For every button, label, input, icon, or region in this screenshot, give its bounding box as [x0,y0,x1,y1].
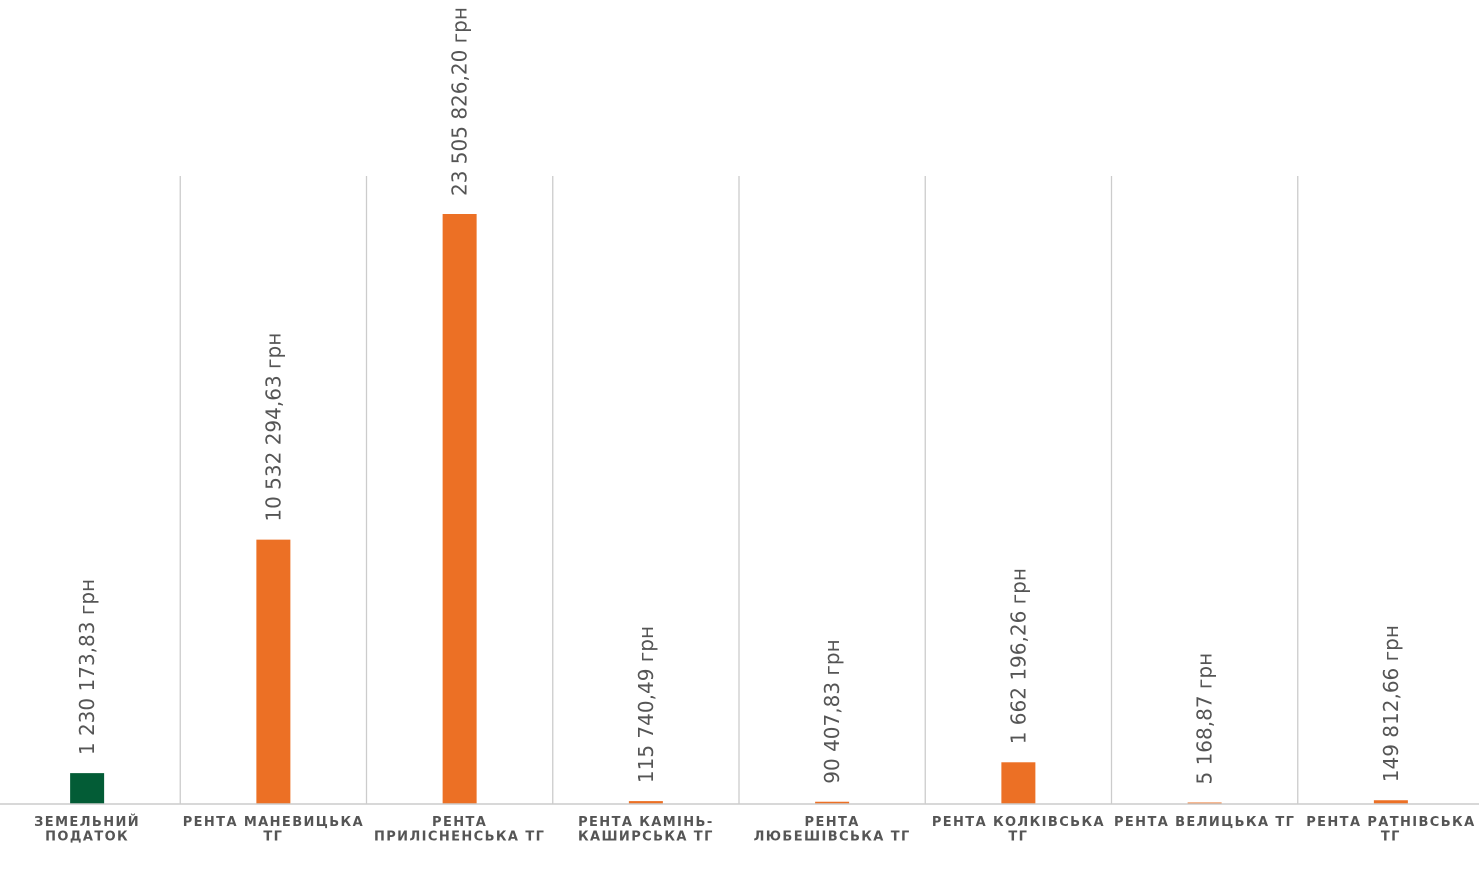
bar-layer [70,214,1408,804]
category-tick-label: РЕНТА [805,815,860,830]
bar [256,539,291,804]
category-tick-label: ПОДАТОК [45,830,129,845]
data-label: 115 740,49 грн [634,626,658,783]
data-label: 90 407,83 грн [820,639,844,783]
category-tick-label: РЕНТА МАНЕВИЦЬКА [183,815,364,830]
category-tick-label: ПРИЛІСНЕНСЬКА ТГ [374,830,545,845]
category-tick-label: КАШИРСЬКА ТГ [578,830,714,845]
data-label: 149 812,66 грн [1379,625,1403,782]
category-tick-label: ТГ [263,830,283,845]
data-label: 23 505 826,20 грн [448,7,472,196]
category-tick-label: РЕНТА КАМІНЬ- [578,815,714,830]
bar [70,773,105,804]
bar [1001,762,1036,804]
grid-layer [179,176,1299,804]
bar [442,214,477,804]
category-tick-label: ТГ [1381,830,1401,845]
category-tick-label: РЕНТА КОЛКІВСЬКА [932,815,1105,830]
bar [815,801,850,804]
data-label: 5 168,87 грн [1193,653,1217,785]
category-tick-label: РЕНТА [432,815,487,830]
category-tick-label: ТГ [1008,830,1028,845]
category-tick-label: РЕНТА РАТНІВСЬКА [1306,815,1475,830]
data-label: 1 662 196,26 грн [1006,568,1030,744]
category-tick-label: РЕНТА ВЕЛИЦЬКА ТГ [1114,815,1295,830]
category-tick-label: ЗЕМЕЛЬНИЙ [34,814,140,830]
value-label-layer: 1 230 173,83 грн 10 532 294,63 грн 23 505 … [75,7,1403,784]
category-tick-label: ЛЮБЕШІВСЬКА ТГ [754,830,911,845]
bar [1373,800,1408,804]
data-label: 1 230 173,83 грн [75,579,99,755]
data-label: 10 532 294,63 грн [261,333,285,522]
bar [628,801,663,804]
